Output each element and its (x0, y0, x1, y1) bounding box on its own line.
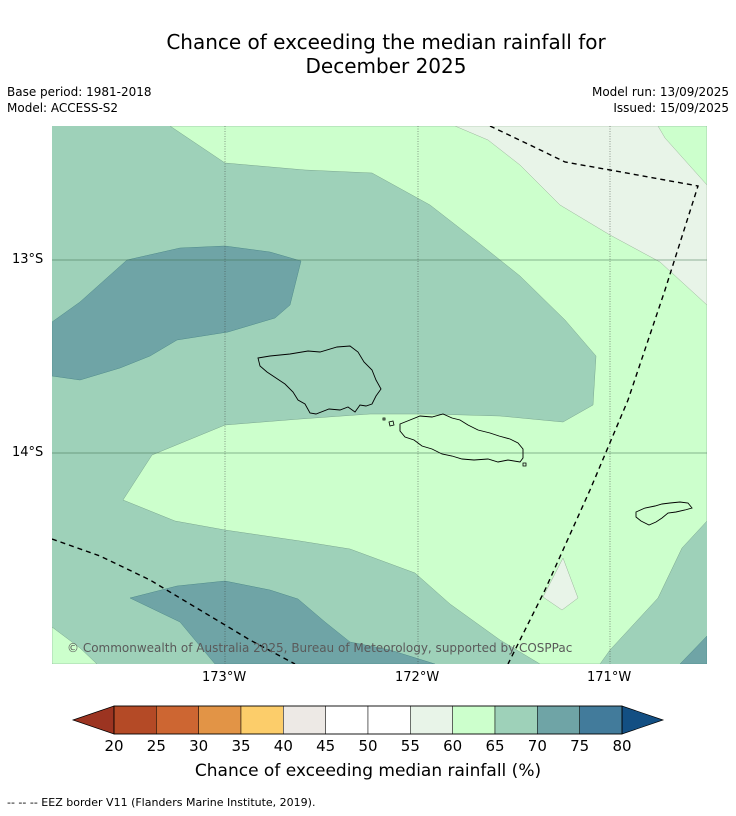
colorbar-tick-label: 60 (443, 737, 463, 755)
eez-border (52, 126, 699, 664)
field-60-65-north (122, 126, 707, 664)
colorbar-cells (113, 705, 623, 735)
colorbar-cell (579, 705, 623, 735)
colorbar-cell (283, 705, 326, 735)
island-upolu (399, 413, 524, 463)
field-70-75-northwest (52, 245, 302, 381)
colorbar-cell (325, 705, 369, 735)
colorbar-arrow-high (621, 705, 665, 735)
island-apolima (382, 417, 386, 421)
colorbar-cell (113, 705, 157, 735)
chart-title: Chance of exceeding the median rainfall … (0, 30, 736, 78)
colorbar-tick-label: 35 (231, 737, 251, 755)
colorbar-cell (367, 705, 411, 735)
field-70-75-south (129, 580, 436, 664)
colorbar (71, 705, 665, 735)
colorbar-cell (494, 705, 538, 735)
colorbar-cell (156, 705, 199, 735)
colorbar-cell (452, 705, 496, 735)
colorbar-tick-label: 55 (400, 737, 420, 755)
model-name: Model: ACCESS-S2 (7, 101, 119, 115)
lon-label-173w: 173°W (202, 670, 247, 685)
title-line-2: December 2025 (305, 54, 467, 78)
copyright-notice: © Commonwealth of Australia 2025, Bureau… (67, 641, 573, 655)
issued-date: Issued: 15/09/2025 (613, 101, 729, 115)
lon-label-171w: 171°W (587, 670, 632, 685)
colorbar-tick-label: 65 (485, 737, 505, 755)
colorbar-arrow-low (71, 705, 115, 735)
colorbar-tick-label: 25 (146, 737, 166, 755)
title-line-1: Chance of exceeding the median rainfall … (166, 30, 606, 54)
island-savaii (257, 345, 382, 415)
field-60-65-southwest (52, 626, 98, 664)
colorbar-cell (537, 705, 580, 735)
colorbar-tick-label: 45 (316, 737, 336, 755)
colorbar-tick-label: 80 (612, 737, 632, 755)
field-55-60-northeast (454, 126, 707, 306)
colorbar-tick-label: 20 (104, 737, 124, 755)
graticule (224, 126, 611, 664)
meta-left: Base period: 1981-2018 Model: ACCESS-S2 (7, 84, 152, 116)
colorbar-outline (113, 705, 623, 735)
lon-label-172w: 172°W (395, 670, 440, 685)
lat-label-14s: 14°S (12, 445, 44, 460)
field-70-75-southeast (679, 635, 707, 664)
colorbar-tick-label: 70 (527, 737, 547, 755)
island-aunuu (522, 462, 527, 467)
base-period: Base period: 1981-2018 (7, 85, 152, 99)
colorbar-tick-label: 40 (273, 737, 293, 755)
colorbar-cell (240, 705, 284, 735)
lat-label-13s: 13°S (12, 252, 44, 267)
meta-right: Model run: 13/09/2025 Issued: 15/09/2025 (592, 84, 729, 116)
island-manono (388, 420, 395, 427)
map-fields (52, 126, 707, 664)
colorbar-tick-label: 50 (358, 737, 378, 755)
latitude-lines (52, 259, 707, 454)
island-tutuila (635, 501, 693, 526)
colorbar-cell (198, 705, 242, 735)
model-run: Model run: 13/09/2025 (591, 85, 729, 99)
colorbar-tick-label: 30 (189, 737, 209, 755)
field-55-60-patch (542, 557, 579, 611)
colorbar-cell (410, 705, 453, 735)
colorbar-label: Chance of exceeding median rainfall (%) (194, 761, 542, 781)
colorbar-tick-label: 75 (570, 737, 590, 755)
eez-legend-note: -- -- -- EEZ border V11 (Flanders Marine… (7, 796, 316, 809)
